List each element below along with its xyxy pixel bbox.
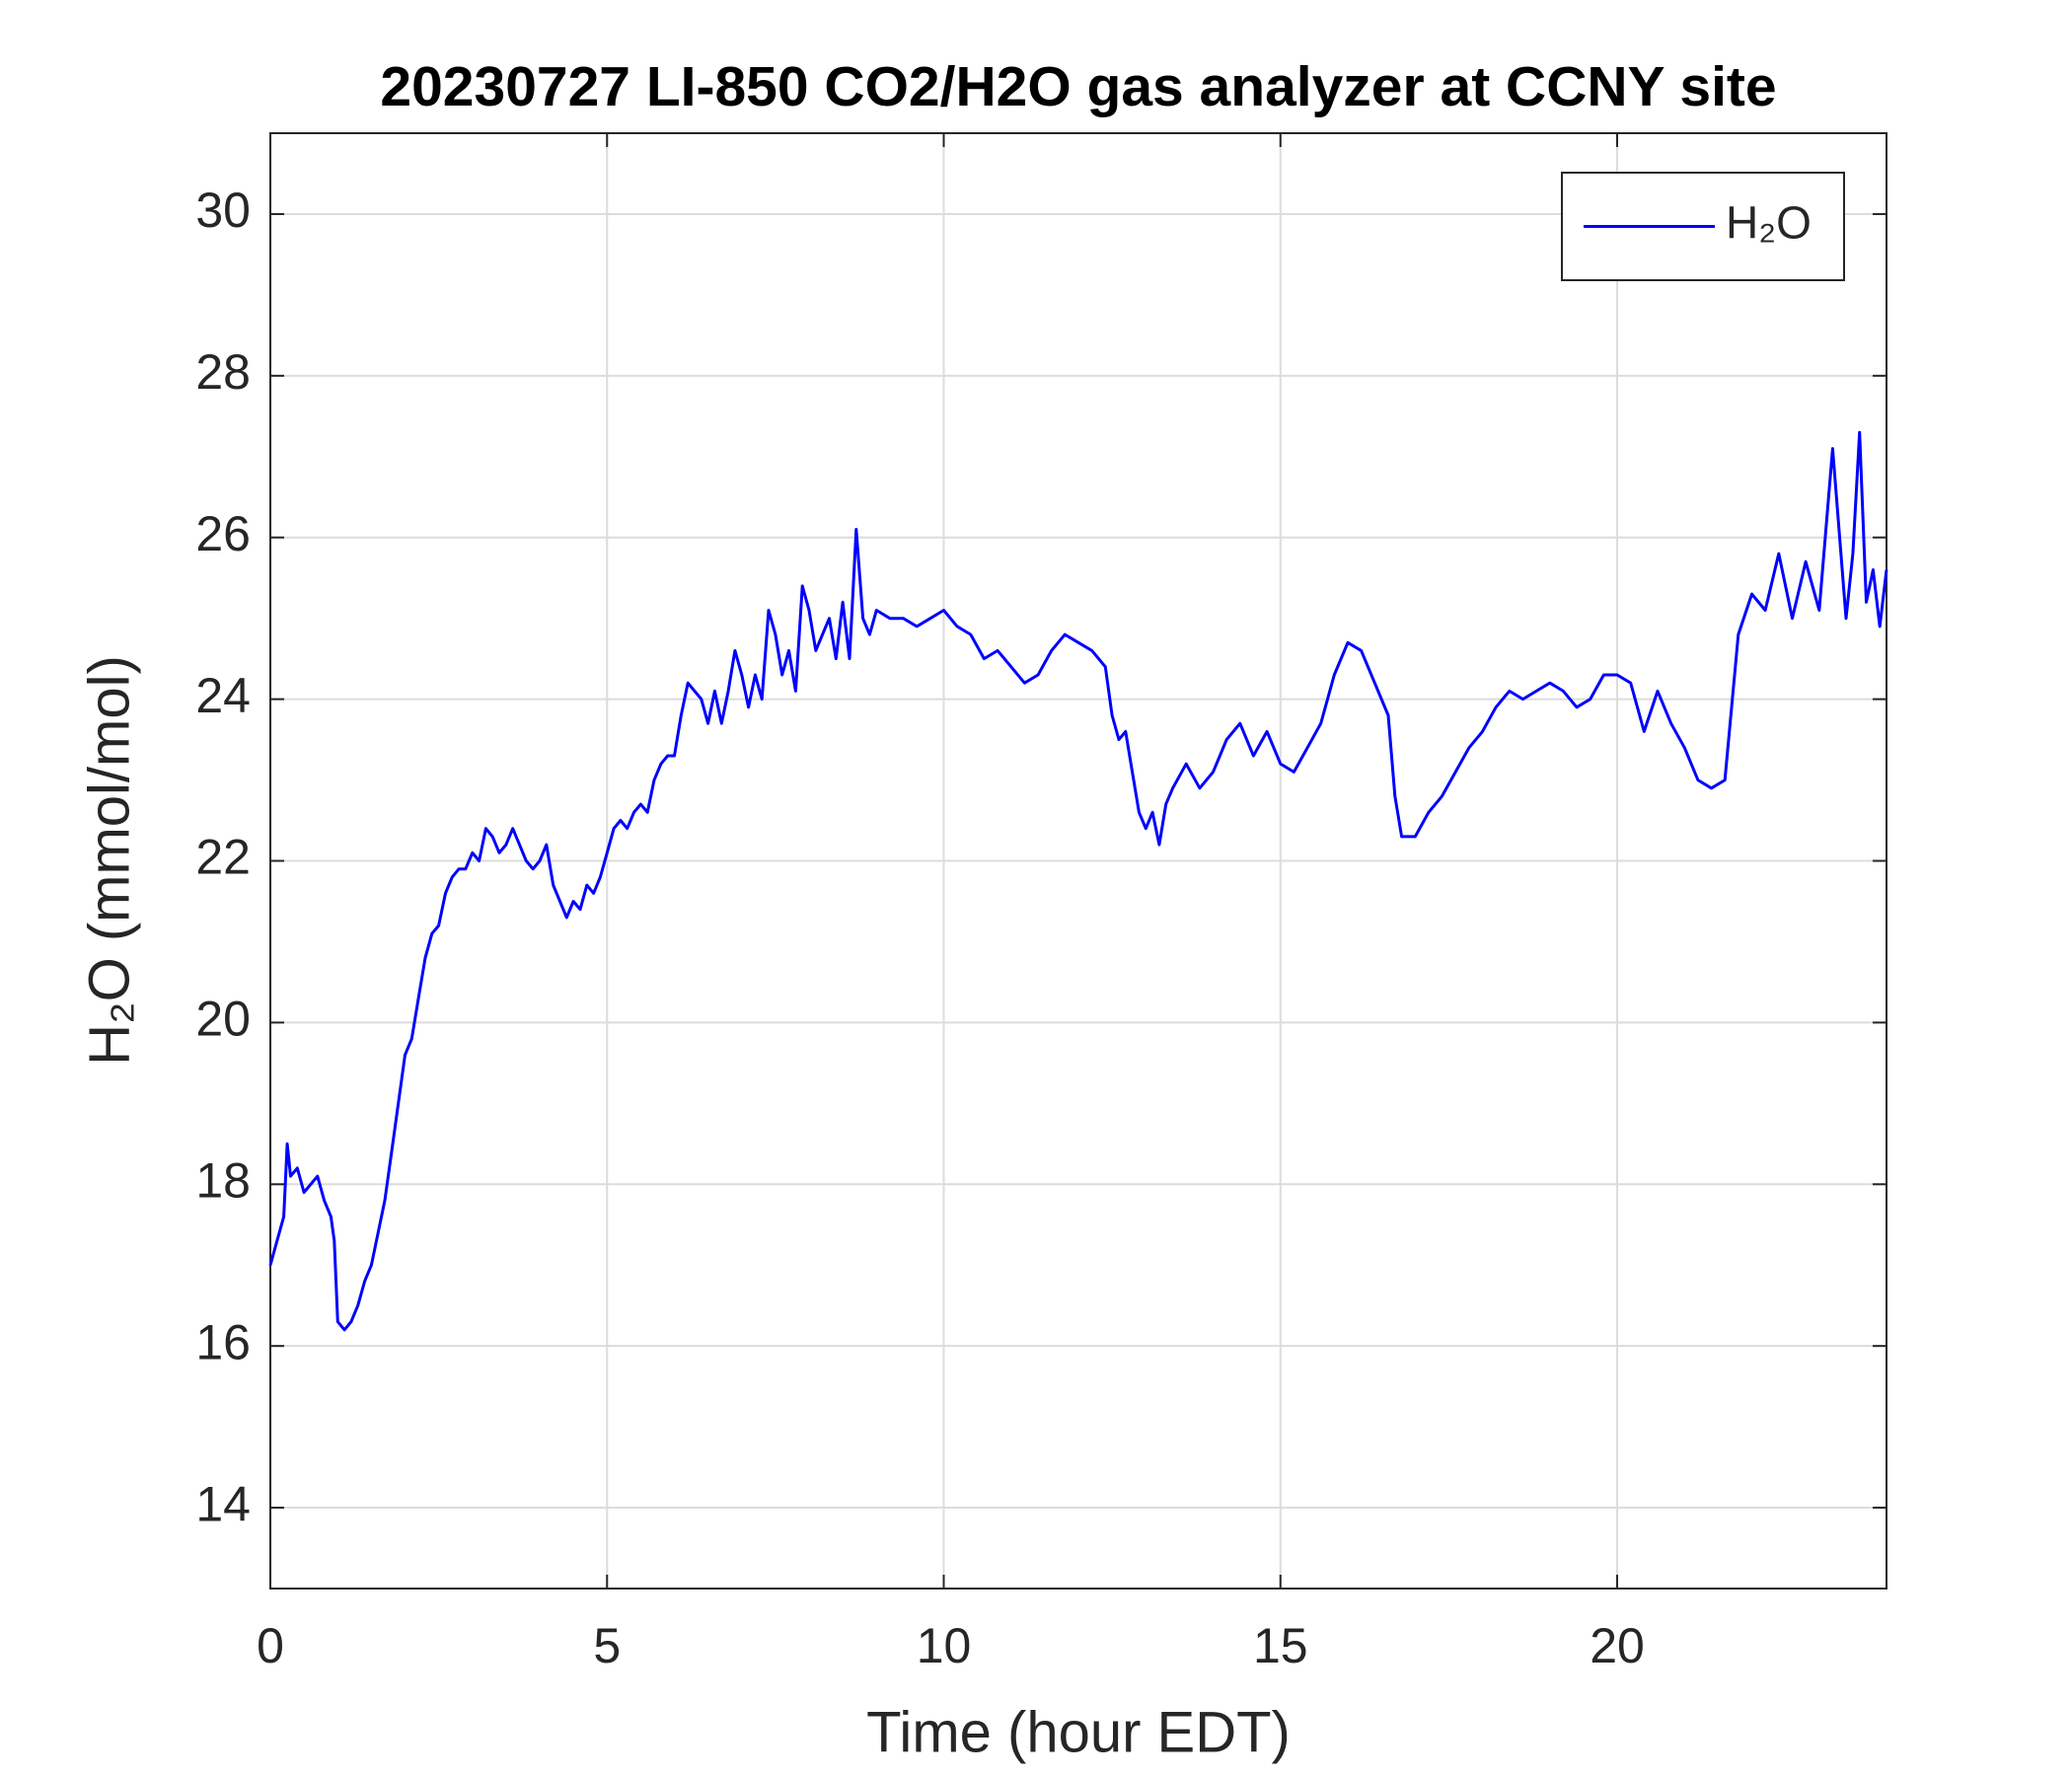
y-tick-label: 20 [195,992,251,1047]
legend-label: H₂O [1726,197,1812,249]
x-tick-label: 0 [257,1618,284,1673]
y-tick-label: 24 [195,668,251,723]
x-tick-label: 5 [593,1618,621,1673]
y-tick-label: 14 [195,1476,251,1531]
y-tick-label: 28 [195,344,251,400]
x-tick-label: 10 [917,1618,972,1673]
y-tick-label: 16 [195,1314,251,1369]
y-tick-label: 30 [195,183,251,238]
y-tick-label: 18 [195,1152,251,1208]
y-tick-label: 26 [195,506,251,561]
y-axis-label: H₂O (mmol/mol) [77,655,141,1066]
x-tick-label: 15 [1253,1618,1308,1673]
data-line [268,430,1888,1332]
chart-title: 20230727 LI-850 CO2/H2O gas analyzer at … [380,55,1776,118]
x-tick-label: 20 [1590,1618,1645,1673]
plot-frame [269,132,1887,1590]
y-tick-label: 22 [195,830,251,885]
x-axis-label: Time (hour EDT) [866,1700,1291,1764]
